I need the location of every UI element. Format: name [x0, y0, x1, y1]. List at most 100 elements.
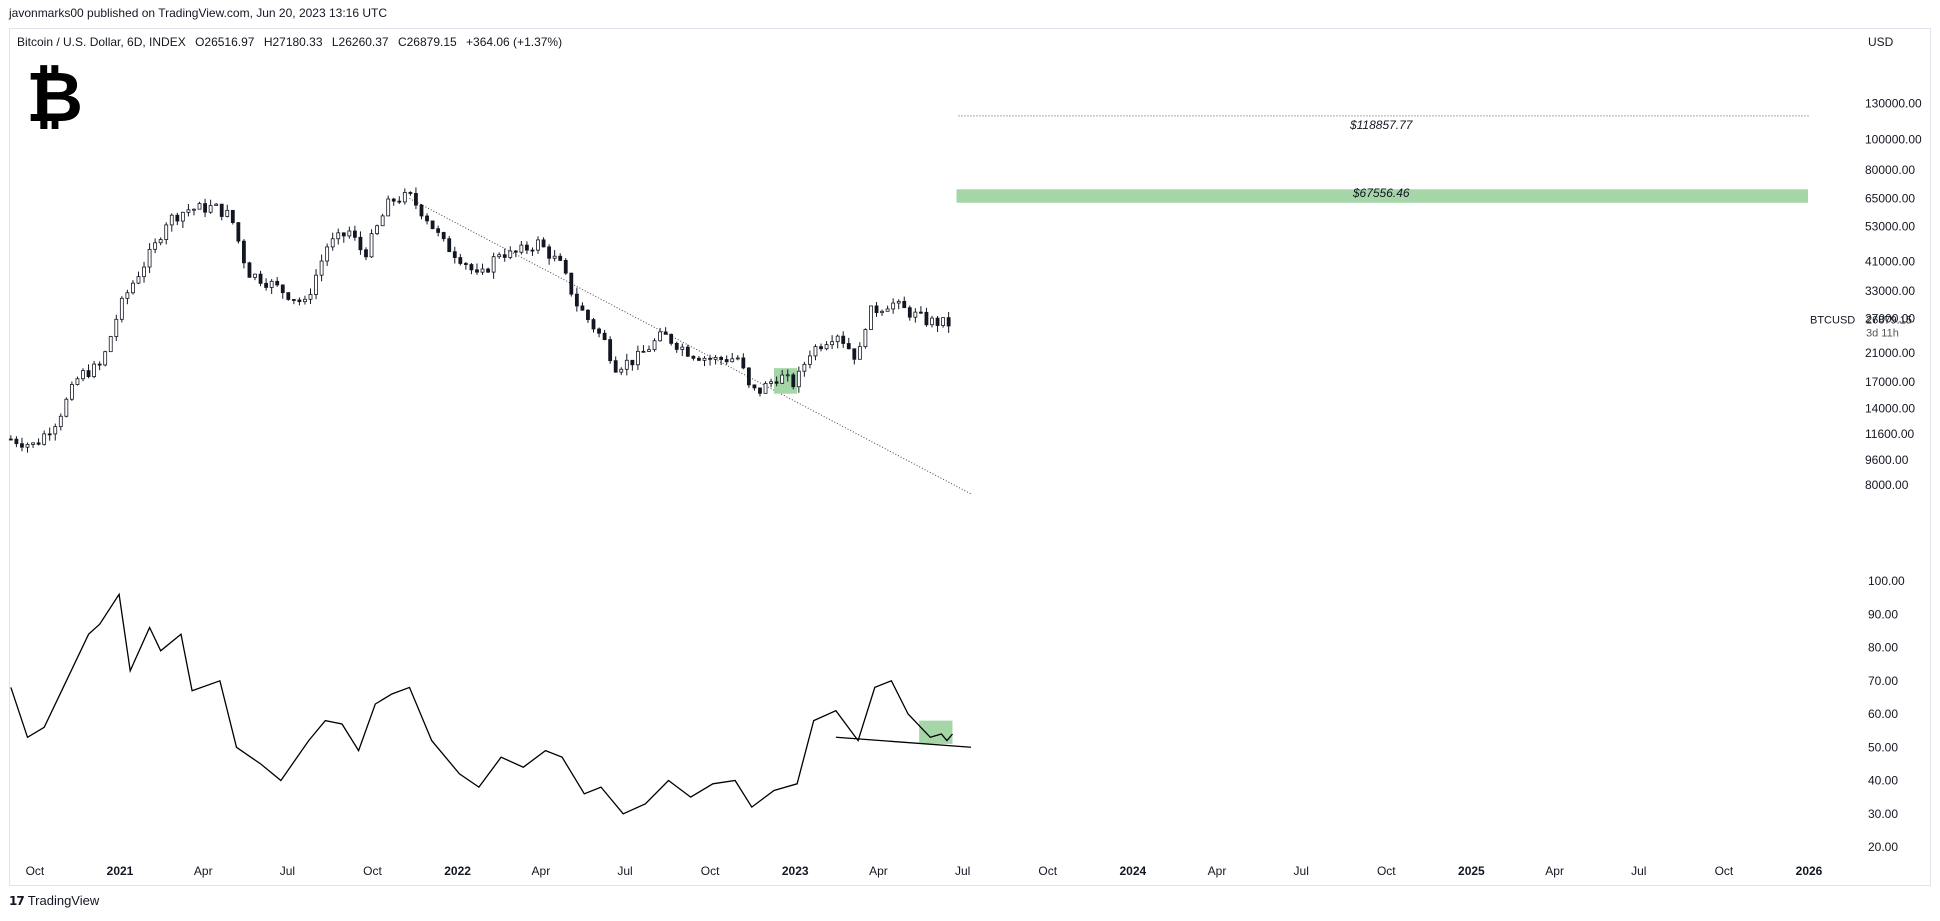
footer-brand[interactable]: 17 TradingView [9, 893, 99, 908]
candle-body [391, 198, 396, 202]
candle-body [597, 328, 601, 334]
candle-body [408, 192, 413, 194]
resistance-label: $118857.77 [1349, 118, 1414, 132]
candle-body [280, 284, 285, 294]
time-tick-20: Oct [1715, 864, 1734, 878]
candle-body [369, 233, 374, 258]
candle-body [602, 332, 607, 340]
candle-body [341, 232, 346, 237]
candle-body [541, 239, 546, 248]
candle-body [364, 249, 368, 258]
candle-body [885, 308, 890, 312]
downtrend-line [409, 198, 972, 495]
time-tick-21: 2026 [1796, 864, 1823, 878]
candle-body [180, 211, 185, 222]
candle-body [258, 273, 263, 284]
candle-body [380, 215, 385, 227]
indicator-tick-2: 80.00 [1868, 641, 1898, 655]
legend-close: C26879.15 [397, 35, 457, 49]
time-tick-16: Oct [1377, 864, 1396, 878]
price-tick-1: 100000.00 [1865, 133, 1922, 147]
candle-body [808, 355, 812, 365]
candle-body [286, 292, 291, 300]
candle-body [291, 299, 296, 301]
candle-body [907, 307, 912, 318]
candle-body [536, 239, 540, 251]
candle-body [502, 254, 507, 258]
legend-change: +364.06 (+1.37%) [466, 35, 563, 49]
candle-body [169, 214, 174, 226]
candle-body [519, 244, 524, 253]
candle-body [719, 357, 724, 360]
currency-label[interactable]: USD [1868, 35, 1894, 49]
candle-body [131, 282, 135, 294]
candle-body [308, 294, 313, 300]
time-tick-11: Jul [955, 864, 970, 878]
candle-body [164, 224, 169, 240]
price-tick-12: 9600.00 [1865, 453, 1909, 467]
candle-body [785, 374, 790, 377]
price-tick-3: 65000.00 [1865, 191, 1915, 205]
candle-body [25, 444, 30, 448]
candle-body [513, 250, 518, 253]
candle-body [902, 300, 907, 309]
candle-body [752, 384, 757, 389]
candle-body [330, 238, 335, 248]
candle-body [20, 443, 24, 448]
candle-body [508, 250, 513, 258]
candle-body [447, 238, 452, 253]
price-tick-7: 27000.00 [1865, 312, 1915, 326]
time-tick-15: Jul [1294, 864, 1309, 878]
candle-body [125, 292, 130, 299]
candle-body [569, 272, 574, 295]
candle-body [896, 300, 901, 304]
candle-body [219, 203, 224, 217]
candle-body [935, 317, 940, 326]
time-tick-17: 2025 [1458, 864, 1485, 878]
indicator-tick-8: 20.00 [1868, 840, 1898, 854]
time-tick-8: Oct [701, 864, 720, 878]
candle-body [486, 268, 490, 273]
candle-layer [8, 187, 951, 453]
time-tick-9: 2023 [782, 864, 809, 878]
candle-body [153, 242, 158, 250]
candle-body [208, 205, 213, 213]
price-tick-8: 21000.00 [1865, 346, 1915, 360]
candle-body [796, 370, 801, 388]
candle-body [691, 355, 696, 359]
candle-body [425, 215, 429, 222]
candle-body [469, 264, 474, 271]
candle-body [86, 370, 91, 378]
candle-body [64, 398, 69, 417]
candle-body [769, 381, 773, 384]
candle-body [530, 249, 535, 252]
candle-body [641, 350, 646, 353]
candle-body [253, 273, 257, 278]
candle-body [791, 374, 796, 388]
indicator-tick-4: 60.00 [1868, 707, 1898, 721]
candle-body [930, 317, 934, 326]
candle-body [147, 248, 152, 268]
candle-body [852, 348, 857, 360]
symbol-legend: Bitcoin / U.S. Dollar, 6D, INDEX O26516.… [17, 35, 568, 49]
price-tick-10: 14000.00 [1865, 402, 1915, 416]
candle-body [941, 317, 945, 326]
candle-body [436, 228, 441, 233]
candle-body [375, 225, 379, 235]
indicator-tick-0: 100.00 [1868, 574, 1905, 588]
candle-body [175, 214, 180, 222]
candle-body [114, 318, 119, 337]
candle-body [869, 305, 873, 330]
legend-instrument[interactable]: Bitcoin / U.S. Dollar, 6D, INDEX [17, 35, 186, 49]
candle-body [452, 251, 457, 258]
time-tick-13: 2024 [1119, 864, 1146, 878]
legend-low: L26260.37 [331, 35, 389, 49]
candle-body [53, 426, 58, 435]
candle-body [386, 198, 391, 217]
footer-brand-name: TradingView [27, 893, 100, 908]
candle-body [746, 367, 751, 386]
candle-body [352, 230, 357, 238]
candle-body [186, 209, 191, 213]
price-tick-9: 17000.00 [1865, 375, 1915, 389]
